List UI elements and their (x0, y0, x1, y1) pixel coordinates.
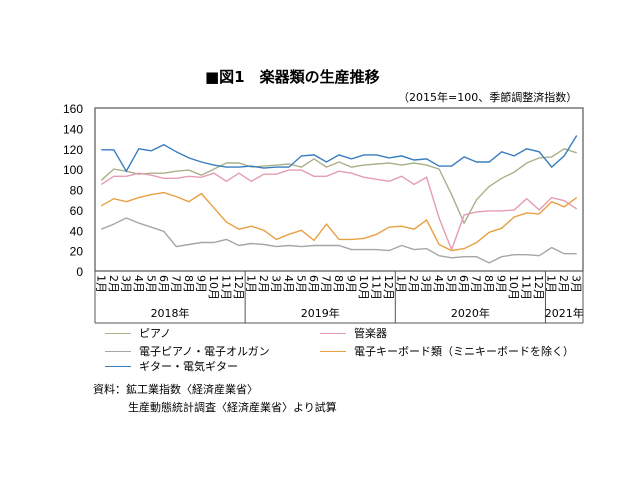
legend-guitar: ギター・電気ギター (105, 358, 238, 374)
x-tick-label: 4月 (432, 275, 445, 293)
x-tick-label: 4月 (132, 275, 145, 293)
source-line-2: 生産動態統計調査〈経済産業省〉より試算 (128, 401, 337, 414)
x-tick-label: 3月 (570, 275, 583, 293)
legend-swatch (320, 350, 346, 352)
legend-label: ギター・電気ギター (139, 360, 238, 373)
legend-label: 管楽器 (354, 327, 387, 340)
x-tick-label: 2月 (557, 275, 570, 293)
x-tick-label: 1月 (94, 275, 107, 293)
x-tick-label: 12月 (232, 275, 245, 300)
x-tick-label: 12月 (532, 275, 545, 300)
series-line-3 (100, 191, 578, 252)
year-label: 2020年 (451, 306, 490, 320)
x-tick-label: 11月 (520, 275, 533, 300)
legend-piano: ピアノ (105, 325, 171, 341)
x-tick-label: 6月 (307, 275, 320, 293)
x-tick-label: 5月 (445, 275, 458, 293)
x-tick-label: 11月 (370, 275, 383, 300)
y-tick-label: 100 (63, 163, 83, 177)
x-tick-label: 2月 (107, 275, 120, 293)
legend-swatch (320, 332, 346, 334)
x-tick-label: 3月 (420, 275, 433, 293)
x-tick-label: 8月 (332, 275, 345, 293)
x-tick-label: 8月 (482, 275, 495, 293)
chart-subtitle: （2015年=100、季節調整済指数） (398, 91, 578, 104)
legend-swatch (105, 332, 131, 334)
x-tick-label: 8月 (182, 275, 195, 293)
y-tick-label: 40 (70, 224, 84, 238)
y-tick-label: 60 (70, 204, 84, 218)
series-line-4 (101, 135, 578, 173)
x-tick-label: 10月 (207, 275, 220, 300)
series-line-0 (100, 148, 577, 225)
y-tick-label: 120 (63, 143, 83, 157)
x-tick-label: 6月 (457, 275, 470, 293)
legend-label: 電子ピアノ・電子オルガン (139, 345, 270, 358)
legend-brass: 管楽器 (320, 325, 387, 341)
y-tick-label: 140 (63, 122, 83, 136)
x-tick-label: 3月 (269, 275, 282, 293)
legend-epiano: 電子ピアノ・電子オルガン (105, 343, 270, 359)
x-tick-label: 2月 (407, 275, 420, 293)
x-tick-label: 1月 (545, 275, 558, 293)
y-tick-label: 80 (70, 184, 84, 198)
y-tick-label: 20 (70, 245, 84, 259)
source-line-1: 資料：鉱工業指数〈経済産業省〉 (93, 383, 258, 396)
x-tick-label: 5月 (144, 275, 157, 293)
plot-frame (94, 107, 584, 272)
series-line-1 (100, 169, 578, 252)
legend-keyboard: 電子キーボード類（ミニキーボードを除く） (320, 343, 574, 359)
year-label: 2018年 (151, 306, 190, 320)
legend-label: 電子キーボード類（ミニキーボードを除く） (354, 345, 574, 358)
x-tick-label: 12月 (382, 275, 395, 300)
legend-swatch (105, 365, 131, 367)
x-tick-label: 5月 (294, 275, 307, 293)
year-label: 2021年 (545, 306, 584, 320)
x-tick-label: 9月 (194, 275, 207, 293)
x-tick-label: 7月 (169, 275, 182, 293)
legend-swatch (105, 350, 131, 352)
x-tick-label: 2月 (257, 275, 270, 293)
series-line-2 (101, 217, 577, 264)
x-tick-label: 7月 (319, 275, 332, 293)
x-tick-label: 3月 (119, 275, 132, 293)
x-tick-label: 7月 (470, 275, 483, 293)
x-tick-label: 9月 (345, 275, 358, 293)
x-tick-label: 11月 (219, 275, 232, 300)
y-tick-label: 160 (63, 102, 83, 116)
x-tick-label: 9月 (495, 275, 508, 293)
x-tick-label: 10月 (507, 275, 520, 300)
legend-label: ピアノ (139, 327, 172, 340)
chart-title: ■図1 楽器類の生産推移 (205, 68, 380, 86)
x-tick-label: 1月 (244, 275, 257, 293)
x-tick-label: 4月 (282, 275, 295, 293)
year-label: 2019年 (301, 306, 340, 320)
x-tick-label: 6月 (157, 275, 170, 293)
x-tick-label: 10月 (357, 275, 370, 300)
y-tick-label: 0 (76, 265, 83, 279)
x-tick-label: 1月 (395, 275, 408, 293)
